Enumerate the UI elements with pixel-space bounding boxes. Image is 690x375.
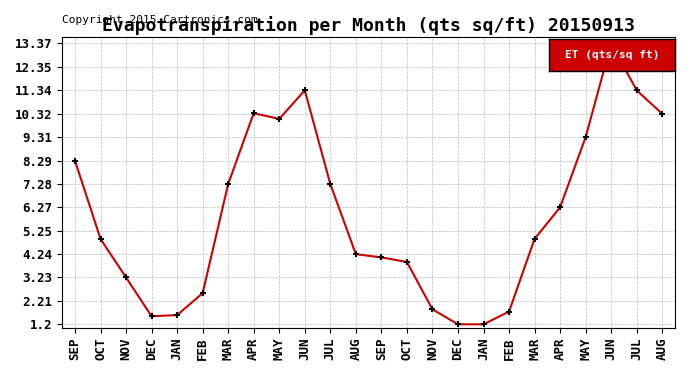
Text: Copyright 2015 Cartronics.com: Copyright 2015 Cartronics.com [62,15,258,25]
Title: Evapotranspiration per Month (qts sq/ft) 20150913: Evapotranspiration per Month (qts sq/ft)… [102,16,635,35]
